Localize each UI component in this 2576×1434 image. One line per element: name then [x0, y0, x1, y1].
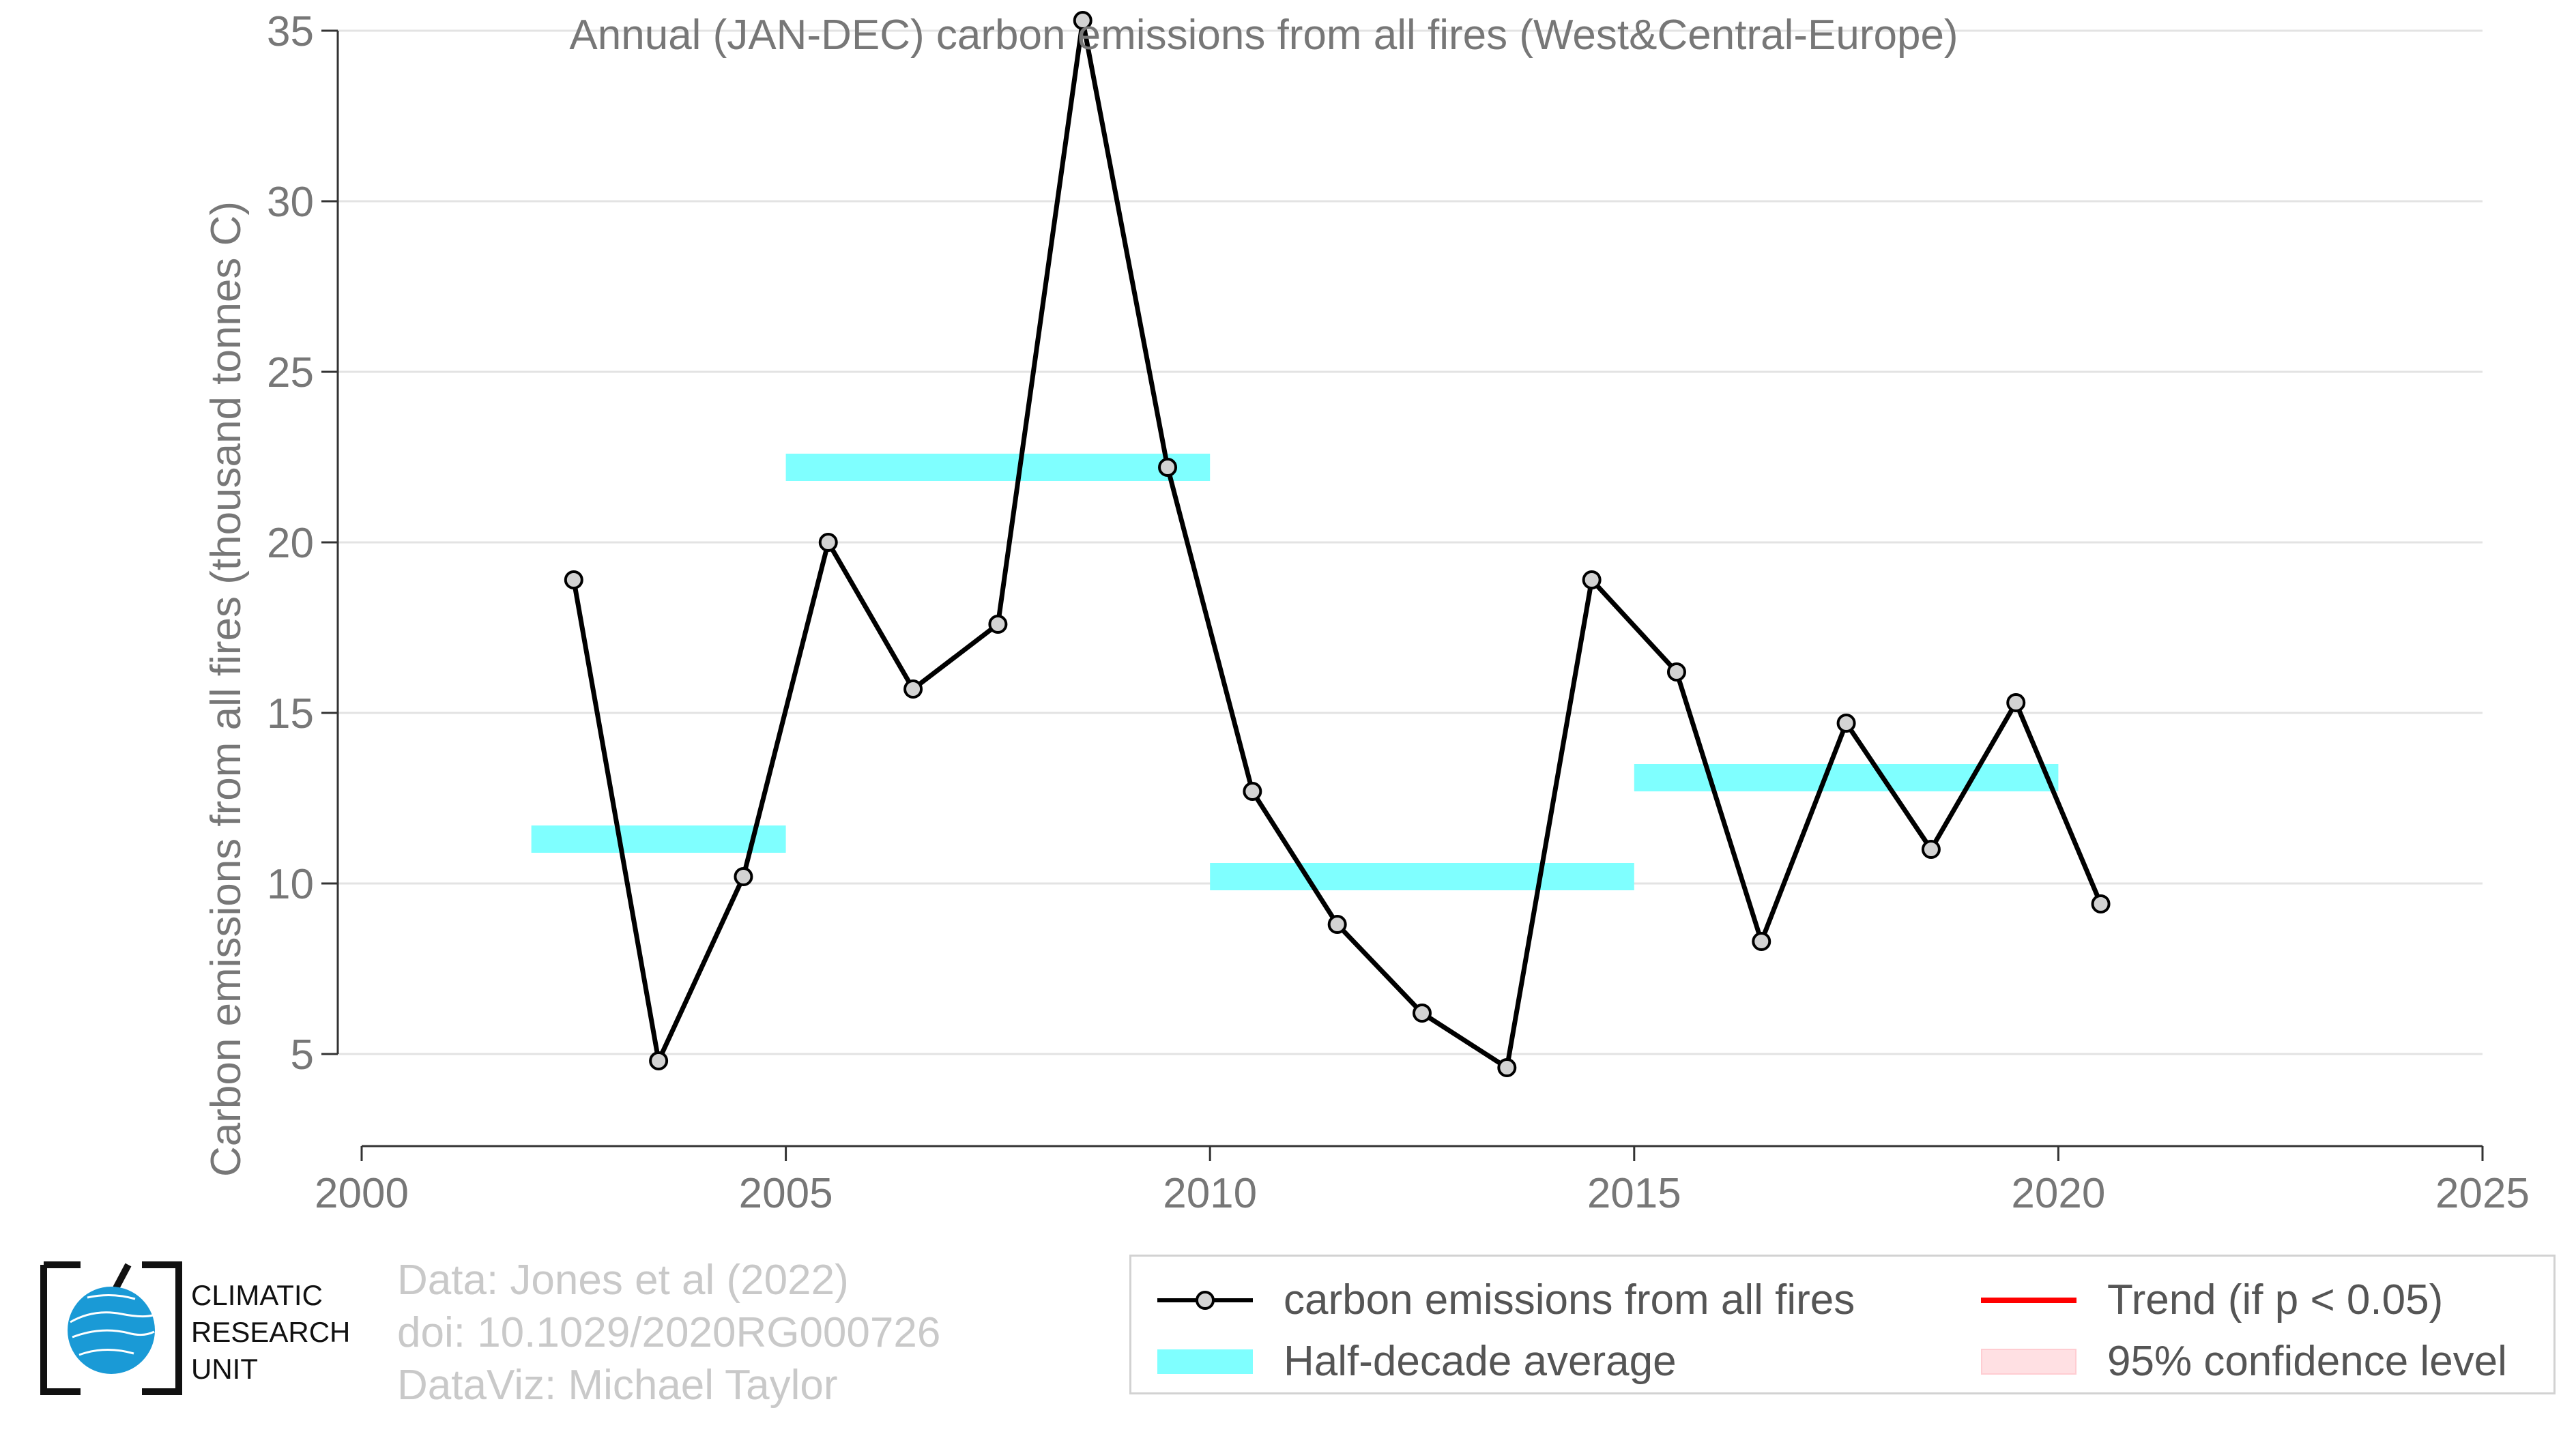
logo-line-3: UNIT: [191, 1353, 258, 1385]
chart-title: Annual (JAN-DEC) carbon emissions from a…: [569, 12, 1958, 59]
data-point-1: [649, 1051, 669, 1070]
data-point-2: [734, 867, 753, 886]
x-tick-label-2020: 2020: [2011, 1170, 2105, 1217]
x-tick-label-2005: 2005: [739, 1170, 833, 1217]
y-tick-label-5: 5: [291, 1031, 314, 1079]
data-point-12: [1582, 570, 1602, 589]
data-point-8: [1243, 782, 1262, 801]
data-point-5: [988, 615, 1008, 634]
y-tick-label-35: 35: [267, 8, 314, 55]
data-point-9: [1327, 915, 1347, 934]
data-point-18: [2091, 894, 2111, 913]
cru-logo: [40, 1261, 182, 1395]
data-point-16: [1921, 840, 1941, 859]
y-tick-label-15: 15: [267, 690, 314, 737]
data-point-0: [564, 570, 583, 589]
legend-swatch-confidence: [1981, 1348, 2076, 1375]
legend-label-confidence: 95% confidence level: [2107, 1338, 2507, 1385]
data-point-3: [818, 533, 838, 552]
grid-lines: [338, 29, 2483, 1055]
x-tick-label-2000: 2000: [315, 1170, 409, 1217]
legend-item-confidence: 95% confidence level: [1981, 1337, 2507, 1386]
legend-item-half-decade: Half-decade average: [1157, 1337, 1677, 1386]
legend-swatch-line-marker: [1157, 1290, 1253, 1310]
y-tick-label-25: 25: [267, 349, 314, 396]
globe-icon: [68, 1287, 155, 1374]
credit-source: Data: Jones et al (2022): [397, 1257, 849, 1304]
legend-label-emissions: carbon emissions from all fires: [1284, 1276, 1855, 1323]
data-point-6: [1073, 11, 1092, 30]
logo-line-1: CLIMATIC: [191, 1279, 323, 1311]
legend-label-trend: Trend (if p < 0.05): [2107, 1276, 2444, 1323]
y-axis-label: Carbon emissions from all fires (thousan…: [203, 201, 250, 1177]
y-tick-label-20: 20: [267, 520, 314, 567]
emissions-line: [571, 18, 2103, 1070]
legend-item-emissions: carbon emissions from all fires: [1157, 1276, 1855, 1324]
legend-item-trend: Trend (if p < 0.05): [1981, 1276, 2443, 1324]
y-tick-label-10: 10: [267, 861, 314, 908]
cru-logo-text: CLIMATIC RESEARCH UNIT: [191, 1277, 350, 1388]
x-tick-label-2010: 2010: [1163, 1170, 1257, 1217]
half-decade-bar-2: [1210, 863, 1634, 890]
y-tick-label-30: 30: [267, 179, 314, 226]
data-point-13: [1666, 662, 1686, 682]
half-decade-bar-1: [785, 454, 1211, 481]
legend-label-half-decade: Half-decade average: [1284, 1338, 1677, 1385]
x-tick-label-2015: 2015: [1587, 1170, 1681, 1217]
emissions-series: [564, 11, 2111, 1077]
logo-line-2: RESEARCH: [191, 1316, 351, 1348]
credit-doi: doi: 10.1029/2020RG000726: [397, 1309, 941, 1356]
legend-swatch-half-decade: [1157, 1349, 1253, 1374]
legend-swatch-trend: [1981, 1297, 2076, 1303]
data-point-7: [1158, 458, 1178, 477]
data-credits: Data: Jones et al (2022) doi: 10.1029/20…: [397, 1254, 940, 1411]
data-point-10: [1413, 1004, 1432, 1023]
x-tick-label-2025: 2025: [2435, 1170, 2530, 1217]
data-point-14: [1752, 932, 1771, 951]
data-point-15: [1836, 714, 1856, 733]
half-decade-bar-0: [531, 825, 786, 853]
data-point-4: [903, 679, 923, 699]
half-decade-bar-3: [1634, 764, 2059, 791]
data-point-11: [1497, 1058, 1517, 1077]
half-decade-bars: [531, 454, 2059, 890]
data-point-17: [2006, 693, 2026, 712]
credit-dataviz: DataViz: Michael Taylor: [397, 1362, 838, 1409]
legend: carbon emissions from all fires Trend (i…: [1129, 1255, 2556, 1394]
